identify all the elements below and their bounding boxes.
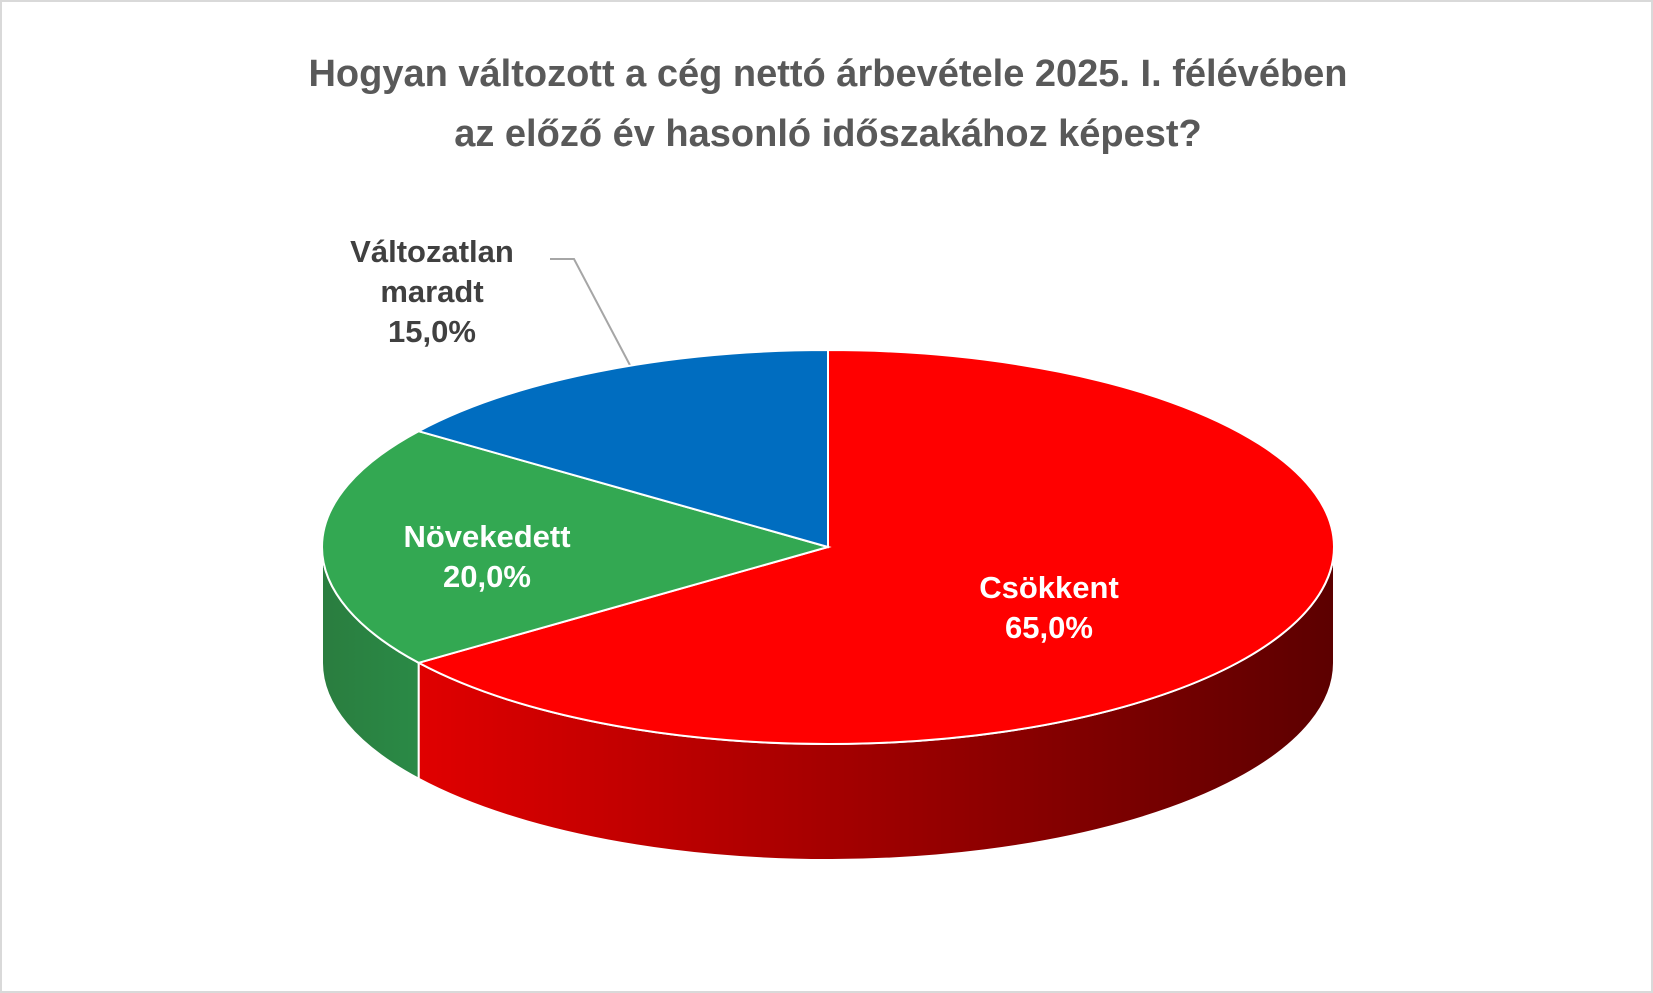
value-label: 20,0%	[443, 559, 531, 594]
leader-line	[550, 258, 633, 370]
value-label: 15,0%	[388, 314, 476, 349]
pie-slice	[415, 348, 1335, 745]
data-label: Növekedett 20,0%	[403, 517, 570, 597]
pie-slice	[415, 348, 829, 549]
data-label: Változatlan maradt 15,0%	[317, 232, 547, 352]
chart-title: Hogyan változott a cég nettó árbevétele …	[308, 53, 1348, 155]
data-label: Csökkent 65,0%	[979, 568, 1119, 648]
value-label: 65,0%	[1005, 610, 1093, 645]
pie-slice	[321, 430, 832, 664]
category-label: Változatlan maradt	[350, 234, 514, 309]
category-label: Csökkent	[979, 570, 1119, 605]
category-label: Növekedett	[403, 519, 571, 554]
